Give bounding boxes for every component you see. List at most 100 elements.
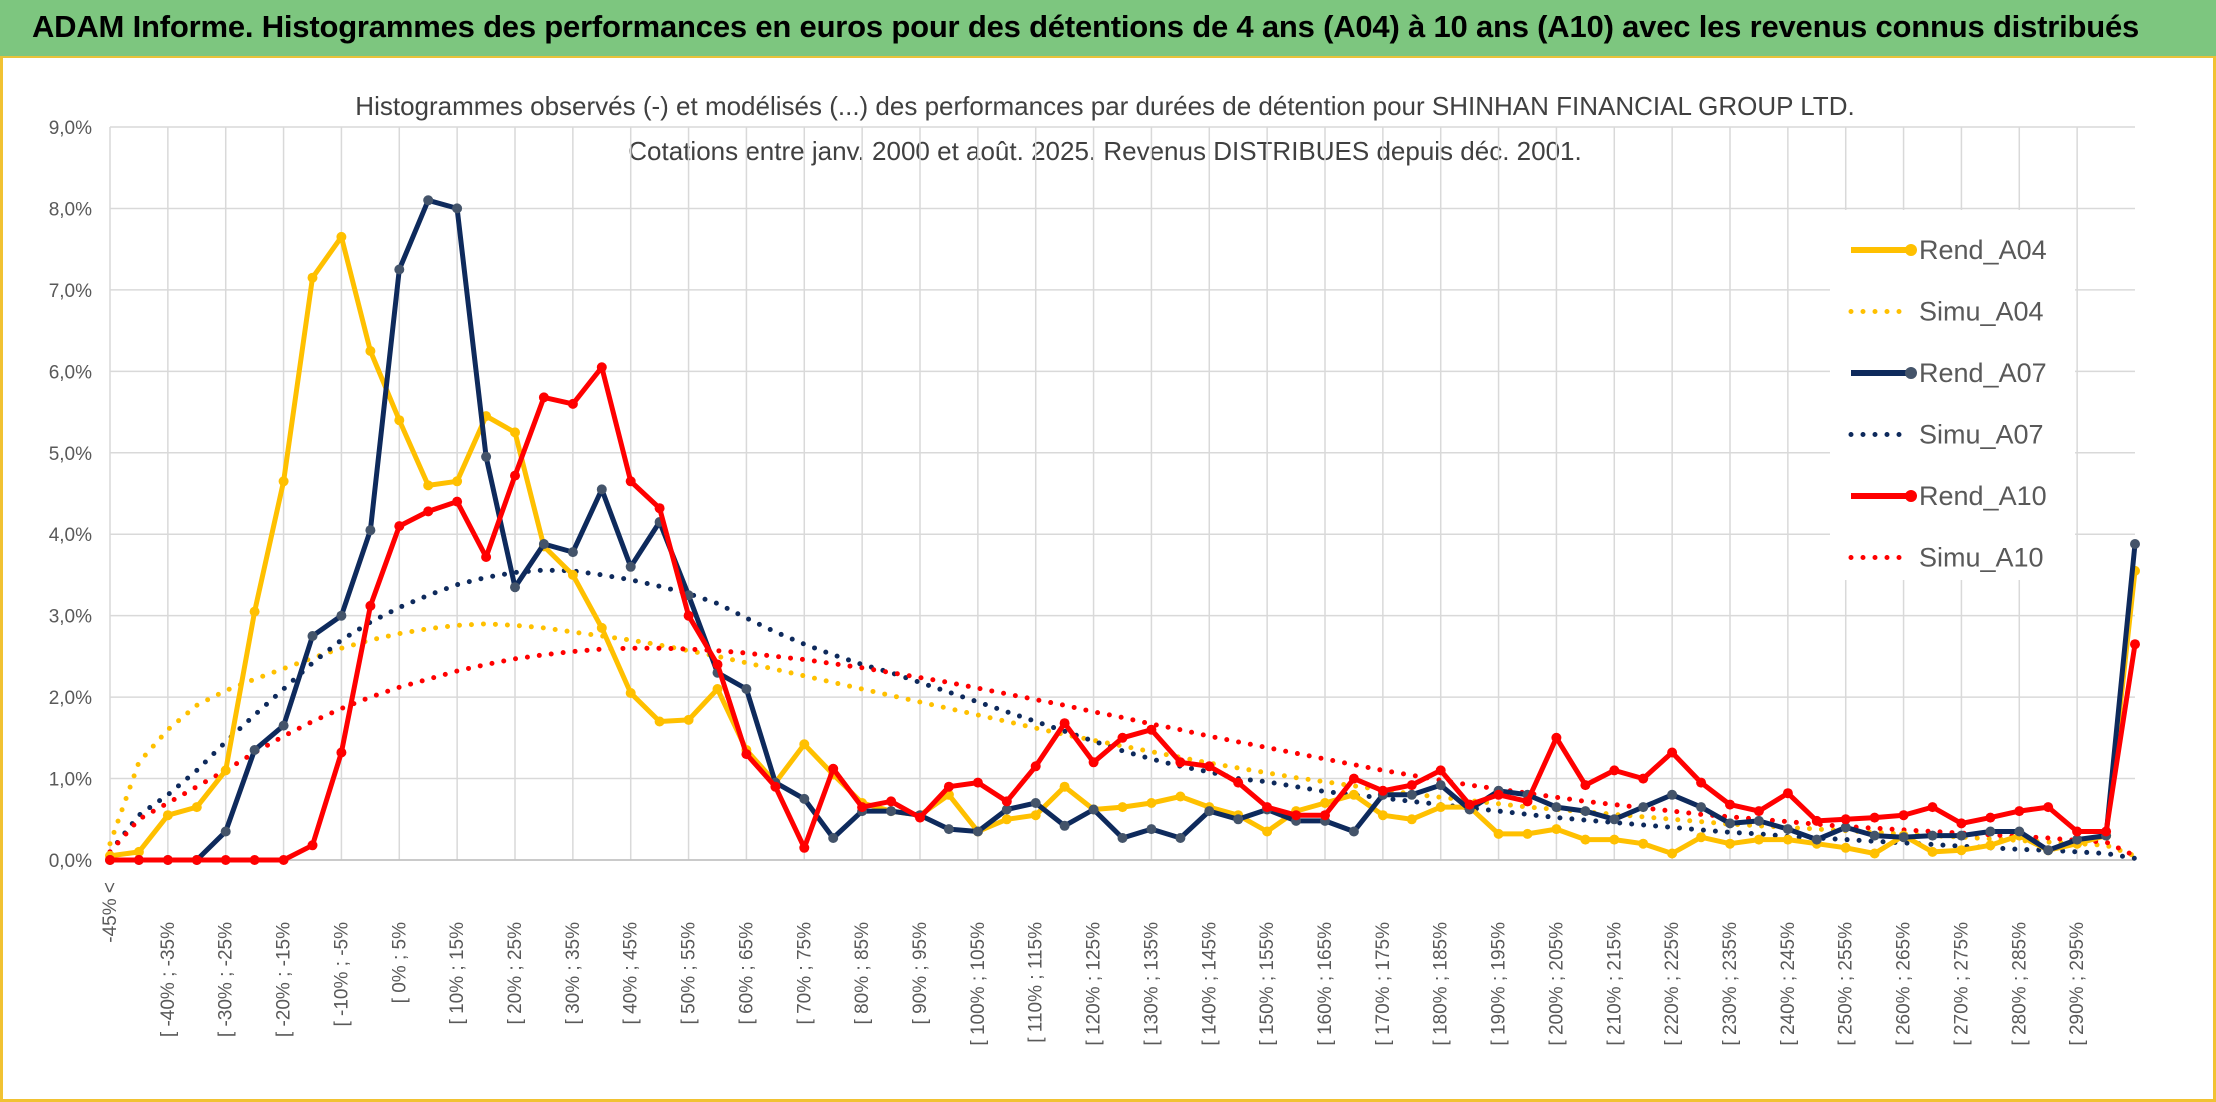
data-point — [683, 610, 694, 621]
x-axis: -45% < [ -40% ; -35% [ -30% ; -25% [ -20% ;… — [100, 859, 2135, 1046]
data-point — [1377, 785, 1388, 796]
x-tick-label: [ 180% ; 185% — [1431, 922, 1452, 1046]
data-point — [1753, 834, 1764, 845]
x-tick-label: [ 240% ; 245% — [1778, 922, 1799, 1046]
data-point — [220, 826, 231, 837]
data-point — [1175, 791, 1186, 802]
series-simu-a10 — [107, 645, 2138, 859]
y-tick-label: 4,0% — [49, 525, 92, 546]
y-tick-label: 3,0% — [49, 607, 92, 628]
data-point — [1753, 815, 1764, 826]
x-tick-label: [ 230% ; 235% — [1720, 922, 1741, 1046]
series-rend-a10 — [105, 362, 2140, 865]
data-point — [654, 716, 665, 727]
data-point — [2014, 826, 2025, 837]
data-point — [336, 747, 347, 758]
report-title: ADAM Informe. Histogrammes des performan… — [32, 9, 2140, 44]
data-point — [1204, 806, 1215, 817]
x-tick-label: [ -10% ; -5% — [331, 922, 352, 1027]
x-tick-label: [ 60% ; 65% — [736, 922, 757, 1025]
legend-marker — [1905, 367, 1917, 379]
data-point — [394, 415, 405, 426]
x-tick-label: [ 50% ; 55% — [679, 922, 700, 1025]
data-point — [1580, 806, 1591, 817]
data-point — [828, 763, 839, 774]
data-point — [1522, 796, 1533, 807]
data-point — [1985, 840, 1996, 851]
data-point — [1985, 826, 1996, 837]
chart-subtitle: Cotations entre janv. 2000 et août. 2025… — [628, 136, 1581, 166]
y-tick-label: 8,0% — [49, 199, 92, 220]
data-point — [394, 264, 405, 275]
data-point — [1696, 832, 1707, 843]
data-point — [1638, 773, 1649, 784]
data-point — [1551, 732, 1562, 743]
data-point — [1493, 789, 1504, 800]
data-point — [1059, 718, 1070, 729]
x-tick-label: [ 190% ; 195% — [1489, 922, 1510, 1046]
data-point — [1059, 781, 1070, 792]
data-point — [1696, 802, 1707, 813]
data-point — [1927, 802, 1938, 813]
data-point — [1753, 806, 1764, 817]
data-point — [1348, 773, 1359, 784]
data-point — [1638, 838, 1649, 849]
legend-marker — [1905, 490, 1917, 502]
data-point — [452, 476, 463, 487]
data-point — [423, 195, 434, 206]
data-point — [683, 714, 694, 725]
data-point — [1493, 828, 1504, 839]
data-point — [625, 561, 636, 572]
data-point — [1782, 824, 1793, 835]
data-point — [2043, 845, 2054, 856]
data-point — [1782, 834, 1793, 845]
data-point — [1522, 828, 1533, 839]
data-point — [1609, 765, 1620, 776]
data-point — [1406, 789, 1417, 800]
x-tick-label: [ 270% ; 275% — [1951, 922, 1972, 1046]
data-point — [596, 362, 607, 373]
data-point — [336, 610, 347, 621]
data-point — [191, 855, 202, 865]
data-point — [538, 539, 549, 549]
x-tick-label: [ 140% ; 145% — [1199, 922, 1220, 1046]
x-tick-label: [ 40% ; 45% — [621, 922, 642, 1025]
data-point — [278, 720, 289, 731]
data-point — [596, 484, 607, 495]
y-tick-label: 1,0% — [49, 770, 92, 791]
legend-item: Rend_A07 — [1851, 358, 2047, 388]
data-point — [625, 688, 636, 698]
data-point — [1146, 798, 1157, 808]
data-point — [972, 826, 983, 837]
data-point — [481, 451, 492, 462]
series-simu-a07 — [107, 567, 2138, 861]
y-tick-label: 7,0% — [49, 281, 92, 302]
data-point — [741, 749, 752, 760]
data-point — [1117, 732, 1128, 743]
data-point — [1146, 724, 1157, 735]
y-tick-label: 0,0% — [49, 851, 92, 872]
series-simu-a04 — [107, 621, 2138, 859]
series-line — [107, 567, 2138, 861]
data-point — [249, 855, 260, 865]
data-point — [249, 745, 260, 755]
data-point — [1609, 834, 1620, 845]
data-point — [307, 840, 318, 851]
data-point — [1059, 820, 1070, 831]
data-point — [1869, 848, 1880, 859]
data-point — [567, 569, 578, 580]
legend-label: Rend_A10 — [1919, 481, 2047, 511]
data-point — [1204, 761, 1215, 772]
data-point — [1725, 838, 1735, 849]
data-point — [1233, 777, 1244, 788]
data-point — [365, 346, 376, 356]
data-point — [510, 582, 520, 593]
y-tick-label: 9,0% — [49, 118, 92, 139]
data-point — [1348, 826, 1359, 837]
legend-item: Simu_A10 — [1848, 543, 2044, 573]
data-point — [943, 824, 954, 835]
data-point — [1580, 780, 1591, 791]
data-point — [596, 622, 607, 633]
data-point — [1956, 830, 1967, 841]
data-point — [654, 503, 665, 514]
